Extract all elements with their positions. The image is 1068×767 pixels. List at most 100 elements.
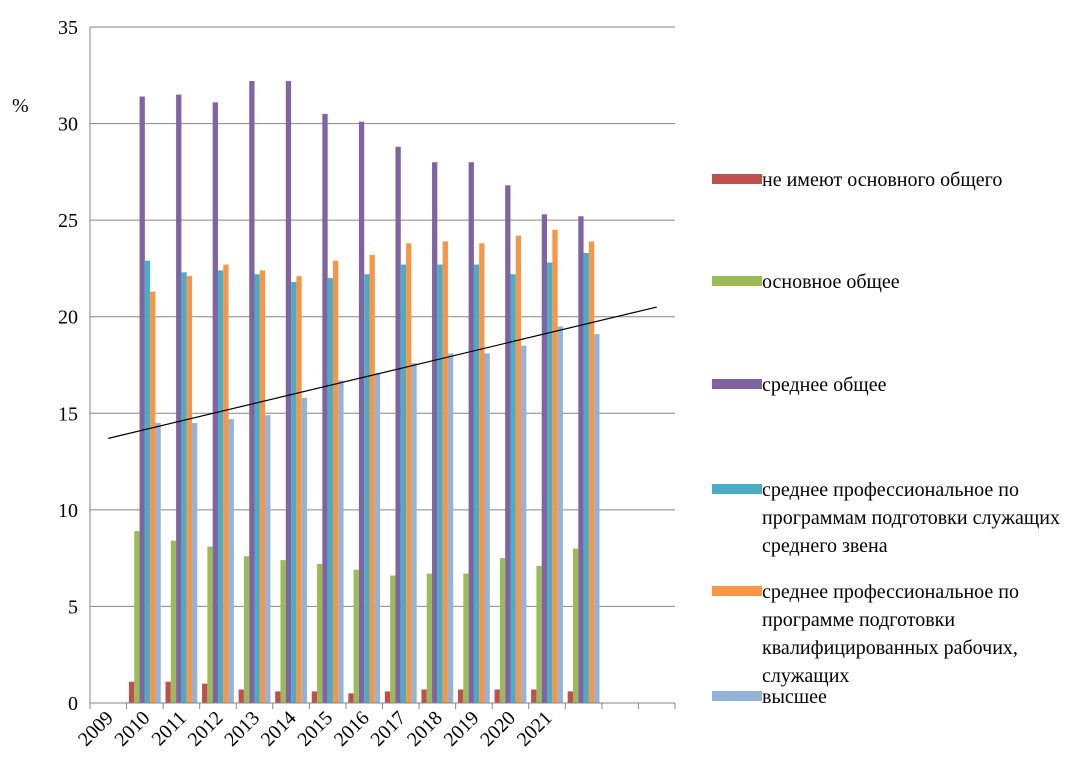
bar bbox=[536, 565, 542, 703]
legend-swatch bbox=[712, 691, 762, 701]
bar bbox=[192, 422, 198, 703]
x-tick-label: 2014 bbox=[257, 707, 301, 751]
legend-swatch bbox=[712, 484, 762, 494]
bar bbox=[468, 162, 474, 703]
y-tick-label: 10 bbox=[58, 500, 78, 522]
bar bbox=[223, 264, 229, 703]
x-tick-label: 2013 bbox=[220, 707, 264, 751]
y-tick-label: 5 bbox=[68, 596, 78, 618]
bar bbox=[437, 264, 443, 703]
bar bbox=[479, 243, 485, 703]
y-tick-label: 0 bbox=[68, 693, 78, 715]
bar bbox=[442, 241, 448, 704]
bar bbox=[207, 546, 213, 703]
bar bbox=[505, 185, 511, 703]
bar bbox=[531, 689, 537, 703]
bar bbox=[411, 363, 417, 703]
bar bbox=[578, 216, 584, 703]
bar bbox=[583, 252, 589, 703]
x-tick-label: 2009 bbox=[74, 707, 118, 751]
bar bbox=[212, 102, 218, 704]
bar bbox=[447, 353, 454, 703]
bar bbox=[384, 691, 391, 703]
bar bbox=[285, 81, 292, 703]
bar bbox=[317, 563, 323, 703]
bar bbox=[547, 262, 553, 703]
bar bbox=[510, 274, 516, 703]
bar bbox=[322, 113, 328, 703]
legend-item: основное общее bbox=[712, 268, 1062, 296]
bar bbox=[165, 681, 171, 703]
bar bbox=[150, 291, 156, 703]
bar bbox=[275, 691, 281, 703]
legend-item: среднее профессиональное по программам п… bbox=[712, 476, 1062, 560]
bar bbox=[176, 94, 182, 704]
y-tick-label: 35 bbox=[58, 17, 78, 39]
bar bbox=[202, 683, 208, 703]
bar bbox=[134, 531, 140, 703]
bar bbox=[432, 162, 438, 703]
bar bbox=[311, 691, 318, 703]
legend-label: основное общее bbox=[762, 271, 900, 293]
bar bbox=[327, 278, 333, 703]
bar bbox=[521, 345, 527, 703]
bar bbox=[139, 96, 145, 703]
legend-item: не имеют основного общего bbox=[712, 166, 1062, 194]
bar bbox=[291, 281, 297, 703]
bar bbox=[353, 569, 359, 703]
bar bbox=[296, 276, 302, 703]
legend-item: среднее профессиональное по программе по… bbox=[712, 578, 1062, 690]
bar bbox=[238, 689, 244, 703]
legend-label: среднее общее bbox=[762, 374, 887, 396]
bar bbox=[484, 353, 490, 703]
bar bbox=[458, 689, 464, 703]
bar bbox=[494, 689, 500, 703]
legend-swatch bbox=[712, 379, 762, 389]
bar bbox=[572, 548, 579, 703]
bar bbox=[369, 254, 375, 703]
bar bbox=[541, 214, 548, 703]
x-tick-label: 2012 bbox=[184, 707, 228, 751]
legend-label: среднее профессиональное по программе по… bbox=[762, 581, 1020, 687]
bar bbox=[426, 573, 433, 703]
legend-label: среднее профессиональное по программам п… bbox=[762, 479, 1060, 557]
bar bbox=[280, 560, 286, 703]
legend-item: среднее общее bbox=[712, 371, 1062, 399]
bar bbox=[390, 575, 396, 703]
bar bbox=[358, 121, 365, 703]
x-tick-label: 2021 bbox=[513, 707, 557, 751]
x-tick-label: 2018 bbox=[403, 707, 447, 751]
x-tick-label: 2017 bbox=[366, 707, 410, 751]
bar bbox=[332, 260, 339, 703]
x-tick-label: 2019 bbox=[440, 707, 484, 751]
bar bbox=[374, 372, 381, 703]
legend-label: не имеют основного общего bbox=[762, 169, 1003, 191]
y-tick-label: 30 bbox=[58, 114, 78, 136]
trendline bbox=[108, 306, 657, 439]
bar bbox=[552, 229, 558, 704]
bar bbox=[259, 270, 266, 703]
x-tick-label: 2016 bbox=[330, 707, 374, 751]
y-tick-label: 20 bbox=[58, 307, 78, 329]
bar bbox=[128, 681, 135, 703]
x-tick-label: 2020 bbox=[476, 707, 520, 751]
y-tick-label: 25 bbox=[58, 210, 78, 232]
legend-swatch bbox=[712, 276, 762, 286]
bar bbox=[338, 380, 344, 703]
legend-item: высшее bbox=[712, 683, 1062, 711]
y-tick-label: 15 bbox=[58, 403, 78, 425]
bar bbox=[421, 689, 427, 703]
bar bbox=[473, 264, 480, 703]
bar bbox=[515, 235, 522, 703]
bar bbox=[594, 334, 600, 703]
bar bbox=[400, 264, 407, 703]
bar bbox=[406, 243, 412, 703]
x-tick-label: 2011 bbox=[148, 707, 191, 750]
x-tick-label: 2010 bbox=[111, 707, 155, 751]
y-axis-label: % bbox=[12, 95, 29, 117]
x-tick-label: 2015 bbox=[293, 707, 337, 751]
bar bbox=[228, 419, 234, 703]
bar bbox=[348, 693, 354, 703]
bar bbox=[567, 691, 573, 703]
